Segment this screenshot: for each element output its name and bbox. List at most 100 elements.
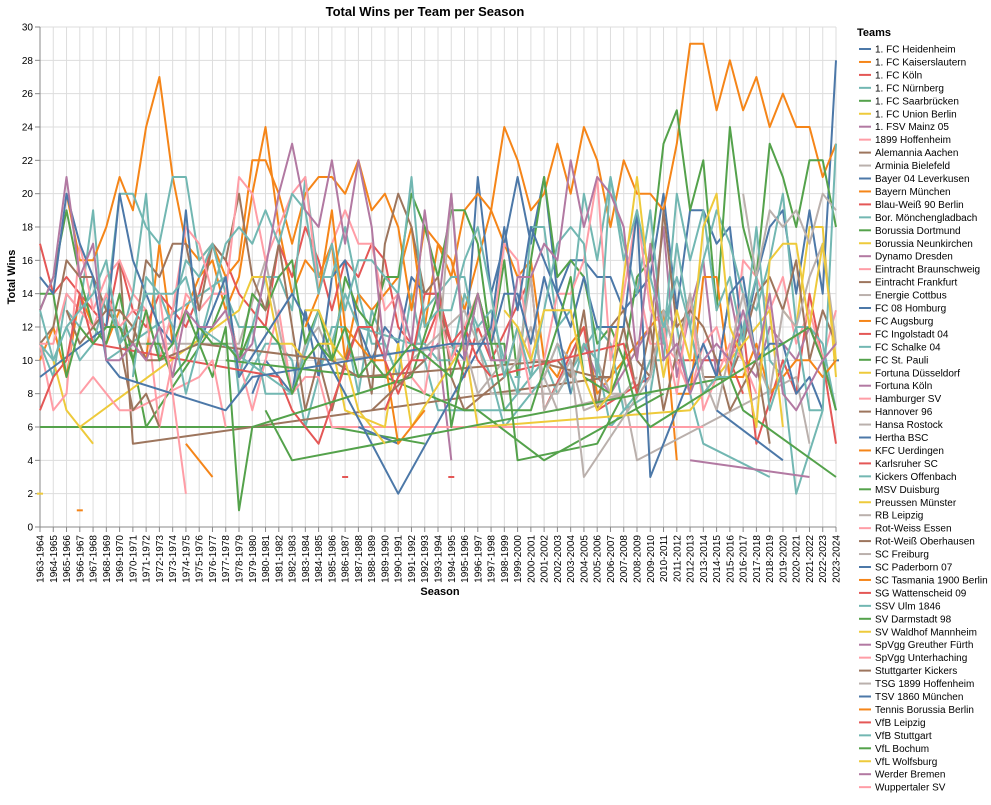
legend-label-tsv-1860-m-nchen: TSV 1860 München bbox=[875, 692, 963, 703]
x-tick-label: 2013-2014 bbox=[699, 535, 710, 583]
legend-label-hansa-rostock: Hansa Rostock bbox=[875, 420, 944, 431]
x-tick-label: 1972-1973 bbox=[155, 535, 166, 583]
x-tick-label: 1980-1981 bbox=[261, 535, 272, 583]
legend-label-bayer-04-leverkusen: Bayer 04 Leverkusen bbox=[875, 174, 970, 185]
y-tick-label: 18 bbox=[22, 223, 34, 234]
legend-label-alemannia-aachen: Alemannia Aachen bbox=[875, 148, 958, 159]
legend-label-hertha-bsc: Hertha BSC bbox=[875, 433, 928, 444]
series-line-borussia-dortmund bbox=[39, 109, 837, 428]
series-line-rot-wei-oberhausen bbox=[118, 343, 161, 428]
legend-label-stuttgarter-kickers: Stuttgarter Kickers bbox=[875, 666, 957, 677]
x-tick-label: 2019-2020 bbox=[778, 535, 789, 583]
legend-label-1-fc-heidenheim: 1. FC Heidenheim bbox=[875, 45, 956, 56]
legend-label-energie-cottbus: Energie Cottbus bbox=[875, 291, 947, 302]
legend-label-hamburger-sv: Hamburger SV bbox=[875, 394, 941, 405]
legend-label-tsg-1899-hoffenheim: TSG 1899 Hoffenheim bbox=[875, 679, 974, 690]
x-tick-label: 1998-1999 bbox=[500, 535, 511, 583]
legend-label-fc-schalke-04: FC Schalke 04 bbox=[875, 342, 941, 353]
x-tick-label: 1996-1997 bbox=[473, 535, 484, 583]
legend-label-vfl-bochum: VfL Bochum bbox=[875, 744, 929, 755]
y-tick-label: 26 bbox=[22, 89, 34, 100]
x-tick-label: 1976-1977 bbox=[208, 535, 219, 583]
series-line-sc-freiburg bbox=[437, 192, 837, 478]
legend-label-fortuna-k-ln: Fortuna Köln bbox=[875, 381, 932, 392]
legend-label-fc-08-homburg: FC 08 Homburg bbox=[875, 304, 946, 315]
legend-label-ssv-ulm-1846: SSV Ulm 1846 bbox=[875, 601, 941, 612]
y-axis-title: Total Wins bbox=[6, 250, 18, 305]
legend-label-rot-weiss-essen: Rot-Weiss Essen bbox=[875, 524, 952, 535]
series-line-tennis-borussia-berlin bbox=[185, 443, 214, 478]
series-line-bor-m-nchengladbach bbox=[65, 176, 837, 428]
legend-label-sv-waldhof-mannheim: SV Waldhof Mannheim bbox=[875, 627, 977, 638]
chart-title: Total Wins per Team per Season bbox=[326, 4, 525, 19]
y-tick-label: 20 bbox=[22, 189, 34, 200]
legend-label-blau-wei-90-berlin: Blau-Weiß 90 Berlin bbox=[875, 200, 964, 211]
legend-label-1-fc-n-rnberg: 1. FC Nürnberg bbox=[875, 83, 944, 94]
x-tick-label: 2015-2016 bbox=[725, 535, 736, 583]
legend-label-karlsruher-sc: Karlsruher SC bbox=[875, 459, 938, 470]
x-tick-label: 2011-2012 bbox=[672, 535, 683, 583]
y-tick-label: 14 bbox=[22, 289, 34, 300]
series-line-wuppertaler-sv bbox=[158, 293, 187, 494]
series-line-kfc-uerdingen bbox=[304, 209, 426, 445]
series-line-sg-wattenscheid-09 bbox=[383, 359, 425, 411]
x-tick-label: 1981-1982 bbox=[274, 535, 285, 583]
legend-label-fc-augsburg: FC Augsburg bbox=[875, 316, 933, 327]
x-tick-label: 2023-2024 bbox=[832, 535, 843, 583]
x-tick-label: 1966-1967 bbox=[75, 535, 86, 583]
legend-label-1-fc-kaiserslautern: 1. FC Kaiserslautern bbox=[875, 57, 966, 68]
series-line-sv-waldhof-mannheim bbox=[305, 309, 386, 445]
legend-label-rb-leipzig: RB Leipzig bbox=[875, 511, 923, 522]
legend-label-1-fc-saarbr-cken: 1. FC Saarbrücken bbox=[875, 96, 959, 107]
x-tick-label: 1993-1994 bbox=[434, 535, 445, 583]
legend-label-spvgg-unterhaching: SpVgg Unterhaching bbox=[875, 653, 967, 664]
x-tick-label: 2003-2004 bbox=[566, 535, 577, 583]
legend-label-eintracht-frankfurt: Eintracht Frankfurt bbox=[875, 278, 957, 289]
x-tick-label: 2012-2013 bbox=[686, 535, 697, 583]
legend-label-sc-freiburg: SC Freiburg bbox=[875, 550, 929, 561]
legend-label-1-fsv-mainz-05: 1. FSV Mainz 05 bbox=[875, 122, 949, 133]
y-tick-label: 2 bbox=[27, 489, 33, 500]
legend-label-1-fc-union-berlin: 1. FC Union Berlin bbox=[875, 109, 957, 120]
x-tick-label: 1979-1980 bbox=[248, 535, 259, 583]
series-line-dynamo-dresden bbox=[423, 342, 453, 461]
legend-label-vfb-stuttgart: VfB Stuttgart bbox=[875, 731, 932, 742]
legend-label-sc-tasmania-1900-berlin: SC Tasmania 1900 Berlin bbox=[875, 575, 988, 586]
x-tick-label: 2016-2017 bbox=[739, 535, 750, 583]
x-tick-label: 1992-1993 bbox=[420, 535, 431, 583]
x-tick-label: 1984-1985 bbox=[314, 535, 325, 583]
x-tick-label: 2002-2003 bbox=[553, 535, 564, 583]
x-tick-label: 1990-1991 bbox=[394, 535, 405, 583]
x-tick-label: 2000-2001 bbox=[526, 535, 537, 583]
x-tick-label: 2008-2009 bbox=[633, 535, 644, 583]
legend-label-1-fc-k-ln: 1. FC Köln bbox=[875, 70, 922, 81]
x-tick-label: 1970-1971 bbox=[128, 535, 139, 583]
legend-label-fortuna-d-sseldorf: Fortuna Düsseldorf bbox=[875, 368, 960, 379]
legend-label-werder-bremen: Werder Bremen bbox=[875, 770, 945, 781]
y-tick-label: 28 bbox=[22, 56, 34, 67]
x-tick-label: 2001-2002 bbox=[540, 535, 551, 583]
x-tick-label: 1985-1986 bbox=[327, 535, 338, 583]
series-line-fc-st-pauli bbox=[225, 359, 664, 462]
y-tick-label: 6 bbox=[27, 423, 33, 434]
legend-label-vfb-leipzig: VfB Leipzig bbox=[875, 718, 926, 729]
legend-label-hannover-96: Hannover 96 bbox=[875, 407, 933, 418]
x-tick-label: 1983-1984 bbox=[301, 535, 312, 583]
y-tick-label: 12 bbox=[22, 323, 34, 334]
legend-label-sc-paderborn-07: SC Paderborn 07 bbox=[875, 563, 953, 574]
x-tick-label: 1971-1972 bbox=[142, 535, 153, 583]
x-tick-label: 2020-2021 bbox=[792, 535, 803, 583]
x-tick-label: 1968-1969 bbox=[102, 535, 113, 583]
series-line-hannover-96 bbox=[65, 209, 771, 444]
series-line-borussia-neunkirchen bbox=[52, 360, 94, 445]
y-tick-label: 10 bbox=[22, 356, 34, 367]
x-tick-label: 1982-1983 bbox=[288, 535, 299, 583]
x-tick-label: 1967-1968 bbox=[89, 535, 100, 583]
legend-label-eintracht-braunschweig: Eintracht Braunschweig bbox=[875, 265, 980, 276]
x-tick-label: 1986-1987 bbox=[341, 535, 352, 583]
series-layer bbox=[37, 42, 839, 512]
legend-label-sv-darmstadt-98: SV Darmstadt 98 bbox=[875, 614, 952, 625]
x-tick-label: 1964-1965 bbox=[49, 535, 60, 583]
y-tick-label: 4 bbox=[27, 456, 33, 467]
